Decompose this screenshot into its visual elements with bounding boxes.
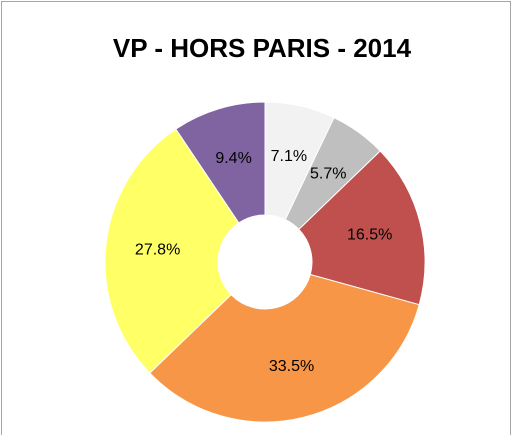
donut-slice <box>175 101 266 224</box>
data-label: 33.5% <box>269 358 314 375</box>
donut-slice <box>104 128 240 374</box>
chart-title: VP - HORS PARIS - 2014 <box>113 33 412 63</box>
data-label: 5.7% <box>310 166 346 183</box>
data-label: 9.4% <box>215 150 251 167</box>
donut-slice <box>149 273 420 423</box>
data-label: 27.8% <box>135 242 180 259</box>
data-label: 7.1% <box>271 148 307 165</box>
data-label: 16.5% <box>347 227 392 244</box>
donut-slice <box>298 150 426 306</box>
